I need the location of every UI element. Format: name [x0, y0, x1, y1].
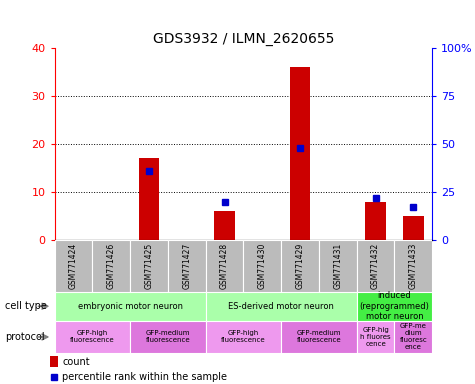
Bar — [395, 240, 432, 292]
Text: GSM771426: GSM771426 — [107, 243, 116, 289]
Bar — [357, 292, 432, 321]
Title: GDS3932 / ILMN_2620655: GDS3932 / ILMN_2620655 — [153, 31, 334, 46]
Text: GSM771427: GSM771427 — [182, 243, 191, 289]
Text: GFP-medium
fluorescence: GFP-medium fluorescence — [146, 331, 190, 343]
Text: GSM771432: GSM771432 — [371, 243, 380, 289]
Text: GFP-high
fluorescence: GFP-high fluorescence — [70, 331, 114, 343]
Text: GSM771424: GSM771424 — [69, 243, 78, 289]
Text: percentile rank within the sample: percentile rank within the sample — [62, 372, 227, 382]
Bar — [92, 240, 130, 292]
Text: ES-derived motor neuron: ES-derived motor neuron — [228, 302, 334, 311]
Bar — [55, 321, 130, 353]
Bar — [319, 240, 357, 292]
Bar — [130, 240, 168, 292]
Bar — [206, 321, 281, 353]
Text: GSM771431: GSM771431 — [333, 243, 342, 289]
Text: GSM771428: GSM771428 — [220, 243, 229, 289]
Bar — [395, 321, 432, 353]
Text: GFP-high
fluorescence: GFP-high fluorescence — [221, 331, 266, 343]
Text: embryonic motor neuron: embryonic motor neuron — [77, 302, 183, 311]
Bar — [168, 240, 206, 292]
Bar — [357, 240, 394, 292]
Bar — [281, 321, 357, 353]
Text: GSM771433: GSM771433 — [409, 243, 418, 289]
Bar — [55, 240, 92, 292]
Bar — [403, 216, 424, 240]
Text: induced
(reprogrammed)
motor neuron: induced (reprogrammed) motor neuron — [360, 291, 429, 321]
Text: GSM771429: GSM771429 — [295, 243, 304, 289]
Bar — [214, 211, 235, 240]
Bar — [50, 356, 58, 367]
Bar — [139, 158, 160, 240]
Bar — [206, 292, 357, 321]
Bar — [243, 240, 281, 292]
Bar — [130, 321, 206, 353]
Text: GSM771425: GSM771425 — [144, 243, 153, 289]
Bar — [55, 292, 206, 321]
Text: cell type: cell type — [5, 301, 47, 311]
Text: GFP-hig
h fluores
cence: GFP-hig h fluores cence — [361, 327, 391, 347]
Text: protocol: protocol — [5, 332, 44, 342]
Text: GSM771430: GSM771430 — [258, 243, 267, 289]
Text: GFP-me
dium
fluoresc
ence: GFP-me dium fluoresc ence — [399, 323, 427, 351]
Text: count: count — [62, 357, 90, 367]
Bar — [206, 240, 243, 292]
Bar — [365, 202, 386, 240]
Text: GFP-medium
fluorescence: GFP-medium fluorescence — [297, 331, 341, 343]
Bar — [357, 321, 394, 353]
Bar — [290, 67, 311, 240]
Bar — [281, 240, 319, 292]
